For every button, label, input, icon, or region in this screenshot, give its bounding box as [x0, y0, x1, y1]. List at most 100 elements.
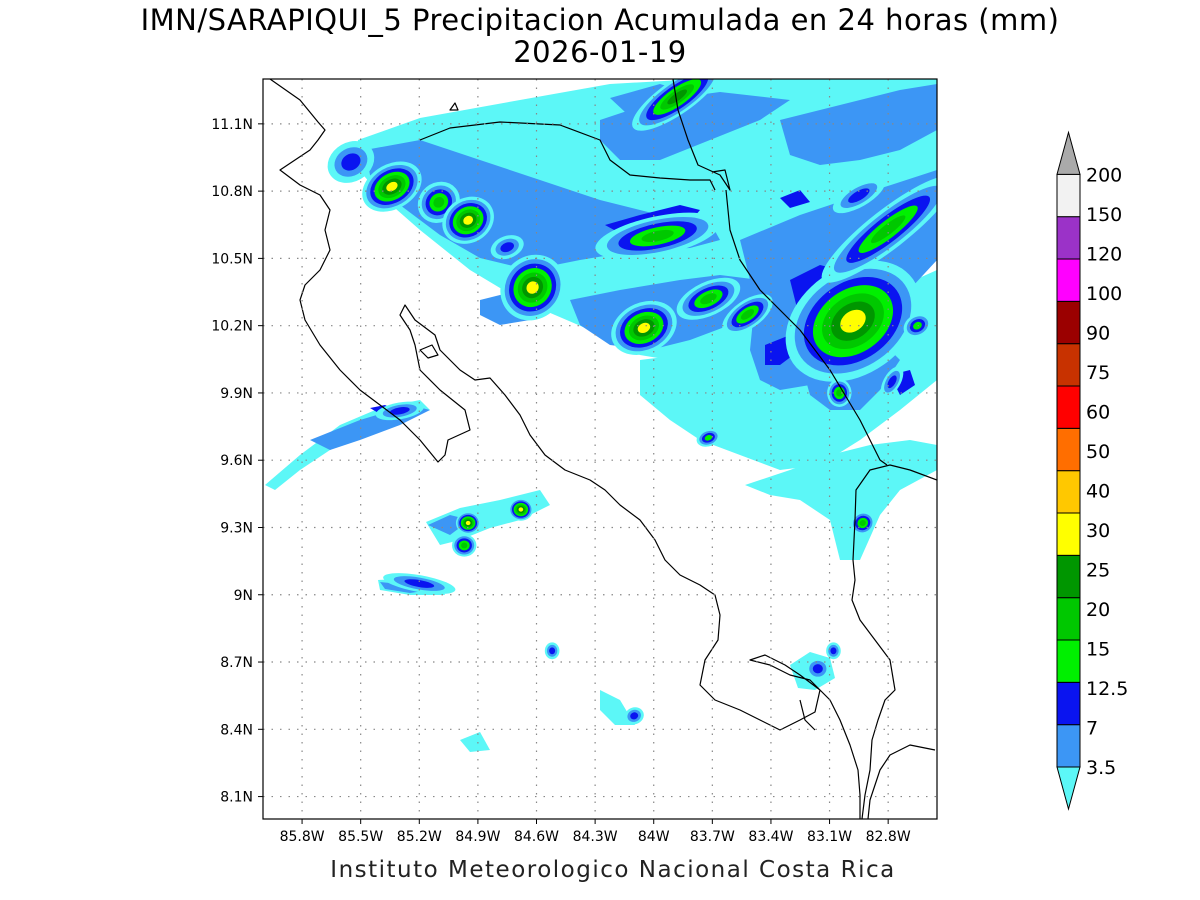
precip-contour — [389, 407, 410, 415]
precip-cell — [632, 79, 723, 131]
lon-tick-label: 83.4W — [748, 829, 793, 845]
colorbar-label: 40 — [1086, 480, 1110, 502]
precip-cell — [455, 511, 481, 535]
colorbar-swatch — [1056, 130, 1081, 175]
precip-contour — [887, 375, 897, 389]
precip-cell — [490, 235, 524, 260]
colorbar-swatch — [1056, 512, 1081, 556]
precip-contour — [704, 434, 713, 441]
colorbar-label: 25 — [1086, 559, 1110, 581]
precip-cell — [452, 534, 477, 557]
precip-cell — [327, 141, 375, 183]
coastline — [269, 79, 937, 819]
precip-contour — [870, 215, 906, 244]
precip-cell — [821, 175, 937, 283]
precip-contour — [667, 89, 688, 105]
lon-tick-label: 85.8W — [280, 829, 325, 845]
precip-contour — [812, 664, 823, 674]
precip-contour — [433, 196, 445, 208]
lon-tick-label: 83.1W — [807, 829, 852, 845]
precip-cell — [624, 707, 644, 725]
precip-cell — [880, 366, 904, 398]
colorbar-label: 120 — [1086, 243, 1122, 265]
lon-tick-label: 83.7W — [690, 829, 735, 845]
precip-contour — [836, 389, 843, 397]
lon-tick-label: 84.3W — [573, 829, 618, 845]
latitude-axis: 11.1N 10.8N 10.5N 10.2N 9.9N 9.6N 9.3N 9N 8.7N 8.… — [211, 117, 263, 806]
precip-contour — [549, 647, 556, 655]
precip-cell — [544, 642, 560, 660]
lon-tick-label: 84.6W — [514, 829, 559, 845]
colorbar-swatch — [1056, 681, 1081, 726]
precip-cell — [362, 161, 422, 212]
precip-cell — [508, 498, 534, 521]
colorbar-label: 90 — [1086, 322, 1110, 344]
precip-contour — [465, 520, 471, 526]
precip-cell — [383, 573, 456, 594]
colorbar-swatch — [1056, 470, 1081, 514]
longitude-axis: 85.8W 85.5W 85.2W 84.9W 84.6W 84.3W 84W 83.7W 83… — [280, 819, 911, 845]
lat-tick-label: 10.8N — [211, 184, 253, 200]
colorbar-label: 200 — [1086, 164, 1122, 186]
precipitation-field — [265, 79, 937, 752]
lon-tick-label: 85.2W — [397, 829, 442, 845]
precip-contour — [518, 507, 524, 512]
precip-contour — [463, 215, 474, 225]
plot-frame — [262, 78, 938, 820]
precip-cell — [827, 378, 852, 407]
lon-tick-label: 84W — [638, 829, 670, 845]
precip-contour — [637, 322, 651, 334]
lat-tick-label: 10.2N — [211, 319, 253, 335]
colorbar-swatch — [1056, 216, 1081, 260]
credit-text: Instituto Meteorologico Nacional Costa R… — [330, 857, 896, 883]
precip-contour — [500, 242, 515, 253]
colorbar-swatch — [1056, 554, 1081, 599]
precip-contour — [740, 309, 755, 320]
colorbar-label: 50 — [1086, 441, 1110, 463]
precip-cell — [611, 300, 677, 355]
precip-contour — [386, 181, 398, 192]
colorbar-label: 3.5 — [1086, 757, 1116, 779]
colorbar-swatch — [1056, 639, 1081, 683]
chart-date: 2026-01-19 — [513, 35, 687, 69]
colorbar-label: 12.5 — [1086, 678, 1128, 700]
precip-contour — [630, 712, 639, 720]
lat-tick-label: 10.5N — [211, 251, 253, 267]
colorbar-label: 30 — [1086, 520, 1110, 542]
precip-contour — [341, 153, 361, 171]
lon-tick-label: 84.9W — [455, 829, 500, 845]
lat-tick-label: 9N — [234, 588, 253, 604]
colorbar-label: 7 — [1086, 717, 1098, 739]
precip-contour — [848, 188, 870, 203]
lon-tick-label: 82.8W — [866, 829, 911, 845]
grid-lines — [263, 79, 937, 819]
lat-tick-label: 8.1N — [220, 790, 253, 806]
colorbar-label: 75 — [1086, 362, 1110, 384]
colorbar-swatch — [1056, 258, 1081, 302]
precip-contour — [700, 293, 717, 305]
precip-cell — [676, 277, 741, 320]
colorbar-swatch — [1056, 173, 1081, 218]
precip-contour — [404, 579, 435, 588]
precip-contour — [859, 520, 866, 526]
precip-cell — [595, 212, 720, 260]
precip-cell — [903, 313, 932, 338]
colorbar: 3.5 7 12.5 15 20 25 30 40 50 60 75 90 100 120 150 200 — [1056, 130, 1128, 811]
precip-cell — [785, 260, 921, 382]
colorbar-swatch — [1056, 724, 1081, 768]
lat-tick-label: 8.4N — [220, 722, 253, 738]
precip-contour — [840, 309, 866, 333]
lon-tick-label: 85.5W — [338, 829, 383, 845]
colorbar-swatch — [1056, 427, 1081, 472]
colorbar-swatch — [1056, 597, 1081, 641]
lat-tick-label: 8.7N — [220, 655, 253, 671]
colorbar-label: 15 — [1086, 638, 1110, 660]
lat-tick-label: 9.6N — [220, 453, 253, 469]
precip-cell — [805, 657, 831, 680]
colorbar-label: 60 — [1086, 401, 1110, 423]
precip-contour — [830, 647, 837, 655]
chart-title: IMN/SARAPIQUI_5 Precipitacion Acumulada … — [140, 3, 1060, 37]
precip-contour — [461, 542, 468, 549]
lat-tick-label: 9.3N — [220, 520, 253, 536]
